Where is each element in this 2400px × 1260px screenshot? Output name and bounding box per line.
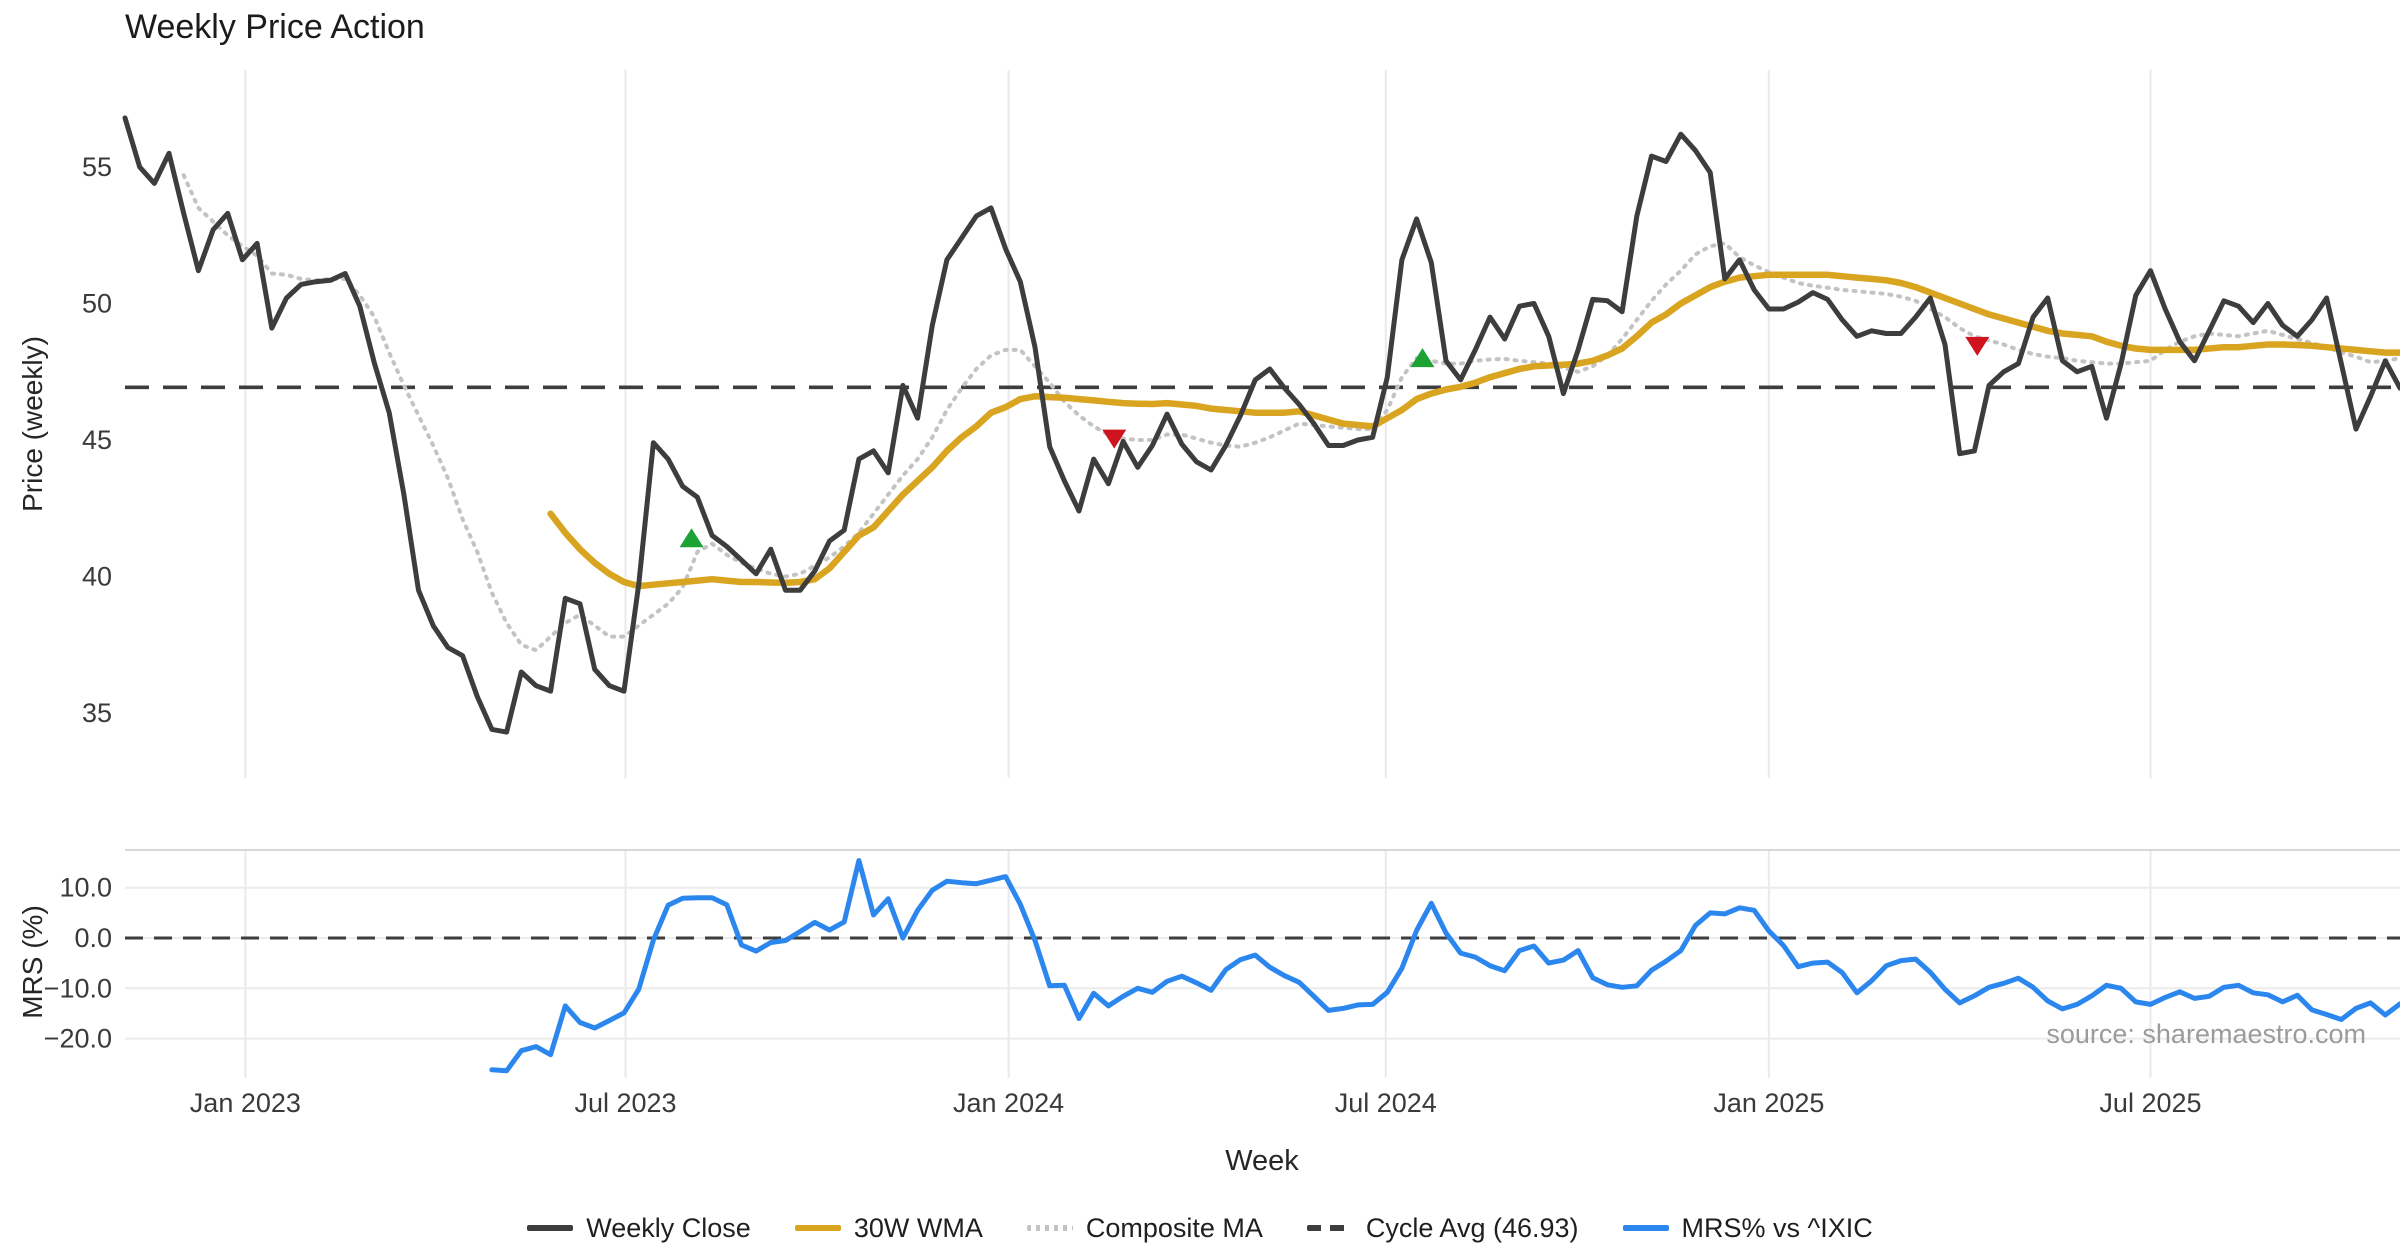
- source-note: source: sharemaestro.com: [2046, 1019, 2366, 1049]
- price-tick-label: 50: [82, 289, 112, 319]
- axis-ticks: Jan 2023 Jul 2023 Jan 2024 Jul 2024 Jan 2025…: [44, 152, 2202, 1118]
- wma-30w-line: [547, 271, 2400, 590]
- legend-label-wma: 30W WMA: [853, 1212, 983, 1243]
- weekly-close-line-swatch: [527, 1225, 574, 1231]
- mrs-line: [489, 858, 2400, 1074]
- mrs-tick-label: −10.0: [44, 973, 112, 1003]
- price-tick-label: 55: [82, 152, 112, 182]
- x-tick-label: Jul 2023: [574, 1088, 676, 1118]
- sell-signal-marker: [1965, 336, 1990, 356]
- legend-item-wma: 30W WMA: [794, 1212, 983, 1244]
- buy-signal-marker: [1410, 348, 1435, 368]
- price-tick-label: 45: [82, 425, 112, 455]
- legend: Weekly Close 30W WMA Composite MA Cycle …: [0, 1203, 2400, 1253]
- x-tick-label: Jul 2024: [1335, 1088, 1437, 1118]
- cycle-avg-line-swatch: [1306, 1225, 1353, 1231]
- legend-item-composite: Composite MA: [1026, 1212, 1263, 1244]
- x-tick-label: Jul 2025: [2099, 1088, 2201, 1118]
- composite-ma-line: [181, 173, 2400, 653]
- legend-label-weekly-close: Weekly Close: [586, 1212, 751, 1243]
- legend-item-mrs: MRS% vs ^IXIC: [1622, 1212, 1873, 1244]
- mrs-line-swatch: [1622, 1225, 1669, 1231]
- price-tick-label: 35: [82, 698, 112, 728]
- mrs-tick-label: 0.0: [74, 923, 112, 953]
- wma-line-swatch: [794, 1225, 841, 1231]
- legend-item-weekly-close: Weekly Close: [527, 1213, 751, 1244]
- legend-item-cycle-avg: Cycle Avg (46.93): [1306, 1212, 1579, 1244]
- buy-signal-marker: [679, 528, 704, 548]
- grid-lines: [125, 70, 2400, 1078]
- legend-label-mrs: MRS% vs ^IXIC: [1681, 1212, 1873, 1243]
- composite-line-swatch: [1026, 1225, 1073, 1231]
- price-axis-label: Price (weekly): [17, 336, 48, 512]
- legend-label-composite: Composite MA: [1085, 1212, 1263, 1243]
- chart-series: [122, 115, 2400, 1074]
- mrs-tick-label: −20.0: [44, 1024, 112, 1054]
- x-tick-label: Jan 2025: [1713, 1088, 1824, 1118]
- x-tick-label: Jan 2023: [190, 1088, 301, 1118]
- sell-signal-marker: [1102, 429, 1127, 449]
- price-tick-label: 40: [82, 562, 112, 592]
- legend-label-cycle-avg: Cycle Avg (46.93): [1365, 1212, 1579, 1243]
- mrs-tick-label: 10.0: [59, 873, 112, 903]
- x-axis-label: Week: [1225, 1145, 1299, 1177]
- chart-title: Weekly Price Action: [125, 8, 425, 46]
- mrs-axis-label: MRS (%): [17, 905, 48, 1019]
- x-tick-label: Jan 2024: [953, 1088, 1064, 1118]
- weekly-close-line: [122, 115, 2400, 735]
